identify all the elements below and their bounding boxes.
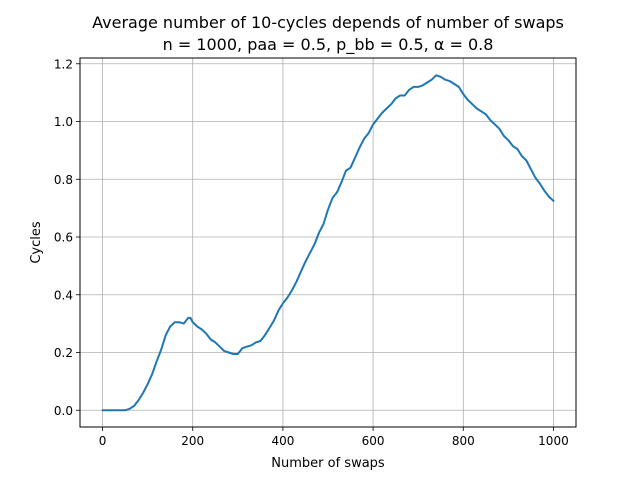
x-tick-label: 800 [452,434,475,448]
grid [80,58,576,427]
y-tick-label: 1.0 [54,115,73,129]
y-axis-label: Cycles [29,221,44,264]
chart-title: Average number of 10-cycles depends of n… [92,13,564,32]
x-tick-label: 0 [99,434,107,448]
x-tick-label: 400 [271,434,294,448]
y-tick-label: 0.4 [54,288,73,302]
y-tick-label: 0.0 [54,404,73,418]
plot-area-frame [79,57,577,428]
series [101,74,555,412]
y-axis-ticks: 0.0 0.2 0.4 0.6 0.8 1.0 1.2 [54,57,80,418]
x-axis-ticks: 0 200 400 600 800 1000 [99,427,569,448]
x-tick-label: 600 [362,434,385,448]
y-tick-label: 0.8 [54,173,73,187]
y-tick-label: 0.6 [54,231,73,245]
y-tick-label: 0.2 [54,346,73,360]
x-tick-label: 200 [181,434,204,448]
x-tick-label: 1000 [538,434,569,448]
series-line [101,74,555,412]
chart-subtitle: n = 1000, paa = 0.5, p_bb = 0.5, α = 0.8 [163,35,494,55]
x-axis-label: Number of swaps [271,456,385,471]
y-tick-label: 1.2 [54,57,73,71]
